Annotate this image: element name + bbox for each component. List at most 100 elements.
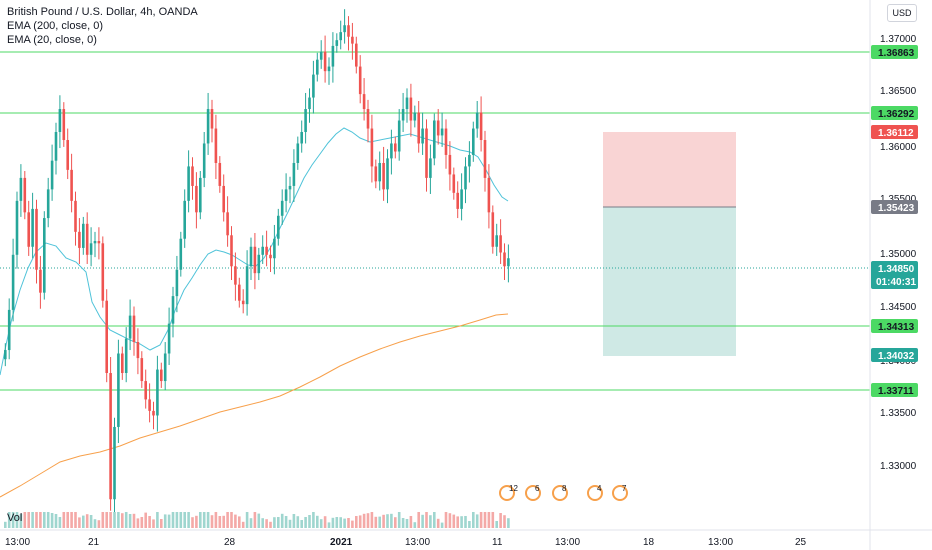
level-tag: 1.33711 [878, 386, 914, 397]
candle-body [7, 309, 11, 351]
time-tick: 13:00 [5, 537, 30, 548]
event-marker[interactable]: 12 [499, 484, 518, 501]
candle-body [132, 315, 136, 343]
volume-bar [206, 512, 210, 528]
candle-body [331, 45, 335, 67]
volume-bar [304, 517, 307, 528]
candle-body [148, 399, 151, 411]
volume-bar [163, 514, 167, 528]
stop-tag-bg [871, 125, 918, 139]
candle-body [444, 128, 448, 155]
candle-body [202, 143, 206, 178]
volume-bar [89, 515, 93, 528]
candle-body [218, 162, 222, 186]
candle-body [156, 369, 159, 416]
candle-body [70, 169, 73, 201]
currency-button[interactable]: USD [887, 4, 917, 22]
volume-bar [292, 514, 296, 528]
candle-body [394, 143, 397, 152]
volume-bar [245, 512, 249, 528]
volume-bar [97, 520, 101, 528]
ema200-line [0, 313, 509, 498]
candle-body [144, 381, 147, 400]
candle-body [179, 238, 183, 270]
candle-body [370, 128, 374, 167]
volume-bar [468, 521, 471, 528]
volume-bar [179, 512, 183, 528]
price-tick: 1.37000 [880, 34, 917, 45]
volume-bar [464, 516, 467, 528]
volume-bar [46, 512, 50, 528]
volume-bar [78, 517, 81, 528]
candle-body [347, 25, 350, 37]
event-marker[interactable]: 7 [612, 484, 628, 501]
volume-bar [277, 517, 280, 528]
candle-body [117, 353, 120, 427]
event-marker[interactable]: 8 [552, 484, 568, 501]
candle-body [257, 254, 261, 274]
volume-bar [394, 517, 397, 528]
candle-body [452, 174, 456, 193]
volume-bar [355, 516, 358, 528]
volume-bar [31, 512, 34, 528]
candle-body [261, 246, 264, 255]
candle-body [495, 235, 498, 247]
candle-body [210, 109, 214, 129]
symbol-title[interactable]: British Pound / U.S. Dollar, 4h, OANDA [7, 6, 198, 18]
event-marker[interactable]: 6 [525, 484, 541, 501]
candle-body [362, 94, 366, 110]
candle-body [238, 284, 241, 301]
volume-bar [265, 519, 268, 528]
volume-bar [222, 515, 225, 528]
ema200-legend[interactable]: EMA (200, close, 0) [7, 20, 103, 32]
volume-bar [358, 515, 362, 528]
level-tag-bg [871, 106, 918, 120]
candle-body [382, 162, 385, 190]
price-tick: 1.35000 [880, 249, 917, 260]
candle-body [265, 246, 268, 255]
volume-layer [4, 512, 510, 528]
volume-bar [370, 512, 374, 528]
volume-bar [195, 515, 198, 528]
price-tick: 1.34500 [880, 302, 917, 313]
volume-bar [425, 512, 428, 528]
stop-loss-zone[interactable] [603, 132, 736, 207]
candle-body [121, 353, 124, 374]
candle-body [475, 112, 479, 129]
volume-bar [300, 520, 303, 528]
candle-body [78, 231, 81, 248]
last-price-tag: 1.34850 [878, 264, 915, 275]
candle-body [448, 154, 452, 175]
volume-bar [296, 516, 300, 528]
volume-bar [15, 512, 19, 528]
candle-body [35, 208, 38, 270]
event-marker-count: 4 [597, 484, 602, 493]
candle-body [160, 369, 163, 382]
volume-bar [331, 517, 335, 528]
candle-body [507, 258, 510, 267]
candle-body [479, 112, 483, 141]
event-marker-count: 12 [509, 484, 518, 493]
volume-bar [323, 516, 327, 528]
volume-bar [452, 514, 456, 528]
volume-bar [171, 512, 175, 528]
volume-bar [460, 516, 463, 528]
candle-body [429, 158, 432, 178]
candle-body [284, 189, 288, 201]
take-profit-zone[interactable] [603, 207, 736, 356]
volume-bar [54, 514, 58, 528]
candle-body [105, 300, 108, 374]
candle-body [93, 241, 97, 244]
volume-bar [397, 512, 401, 528]
candle-body [113, 426, 116, 500]
price-tick: 1.33000 [880, 461, 917, 472]
ema20-legend[interactable]: EMA (20, close, 0) [7, 34, 97, 46]
event-marker-count: 6 [535, 484, 540, 493]
candle-body [214, 128, 218, 163]
candle-body [31, 208, 34, 247]
candle-body [440, 128, 444, 136]
event-marker[interactable]: 4 [587, 484, 603, 501]
volume-bar [214, 512, 218, 528]
volume-bar [241, 521, 245, 528]
